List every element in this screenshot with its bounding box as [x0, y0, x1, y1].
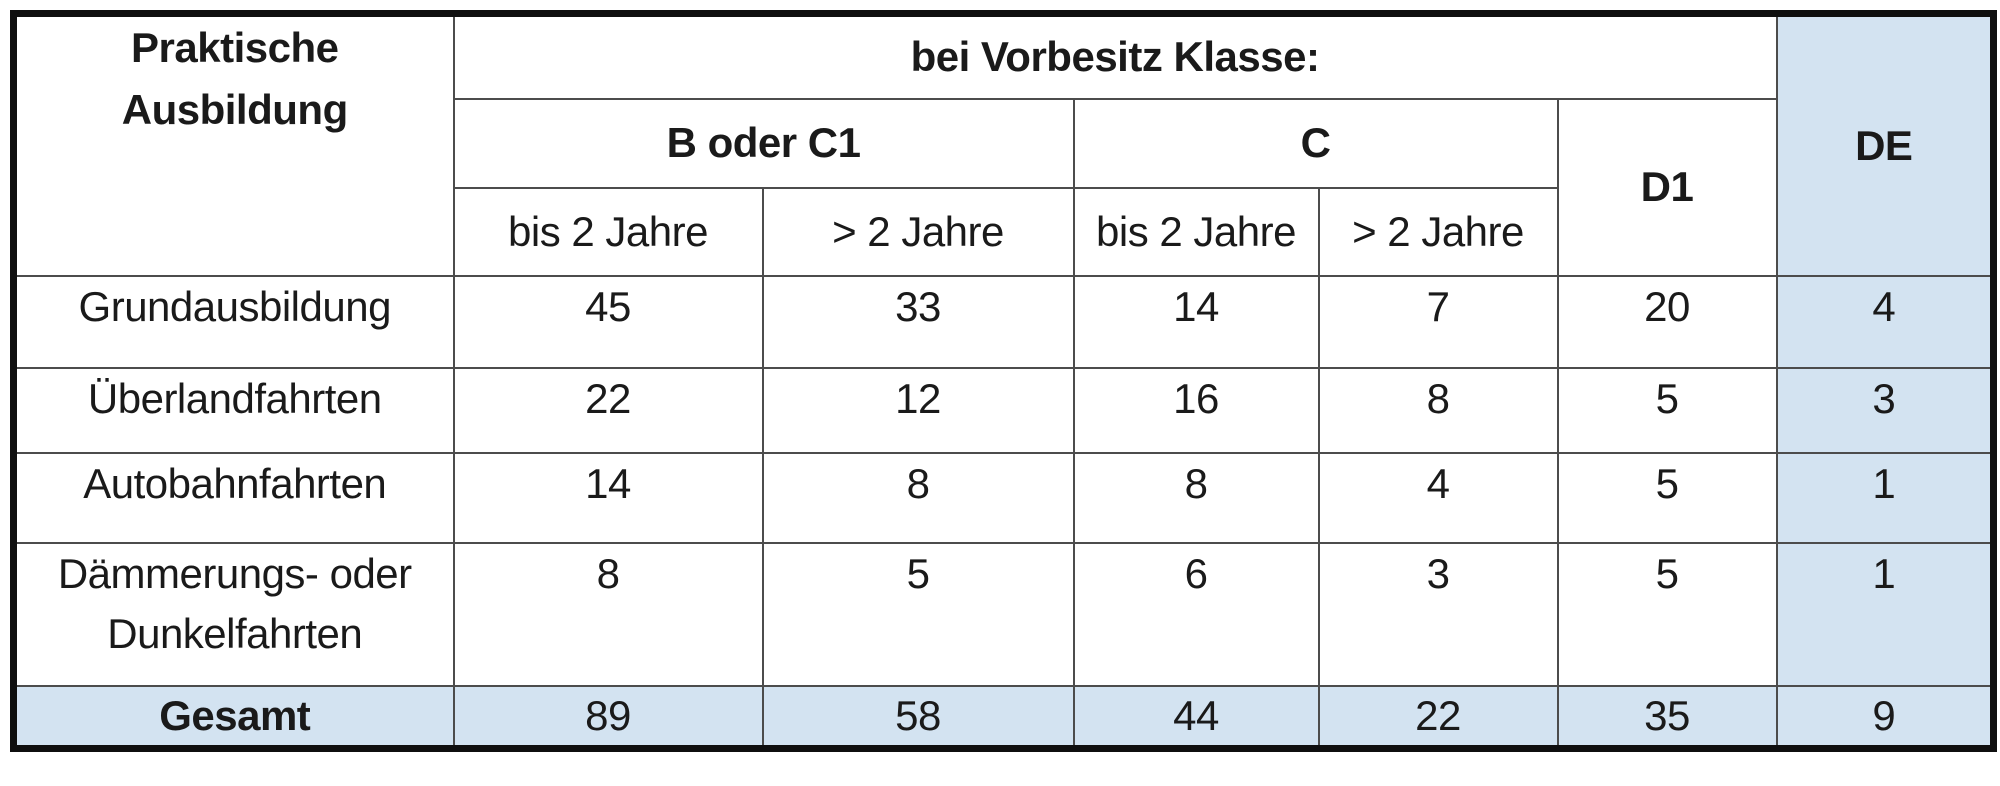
- col-group-b-c1: B oder C1: [452, 97, 1075, 189]
- total-cell-value: 35: [1556, 684, 1778, 750]
- subheader-c-bis-2-jahre: bis 2 Jahre: [1072, 186, 1320, 277]
- cell-value-de: 4: [1775, 274, 1995, 369]
- header-row-group: Praktische Ausbildung bei Vorbesitz Klas…: [12, 12, 1995, 277]
- subheader-b-ueber-2-jahre: > 2 Jahre: [761, 186, 1075, 277]
- cell-value: 4: [1317, 451, 1559, 544]
- corner-header: Praktische Ausbildung: [12, 12, 455, 277]
- table-row-gesamt: Gesamt 89 58 44 22 35 9: [12, 684, 1995, 750]
- cell-value: 7: [1317, 274, 1559, 369]
- total-cell-value: 44: [1072, 684, 1320, 750]
- table-row-daemmerungsfahrten: Dämmerungs- oder Dunkelfahrten 8 5 6 3 5…: [12, 541, 1995, 687]
- row-label: Dämmerungs- oder Dunkelfahrten: [12, 541, 455, 687]
- table-row-grundausbildung: Grundausbildung 45 33 14 7 20 4: [12, 274, 1995, 369]
- cell-value-de: 1: [1775, 451, 1995, 544]
- corner-header-line1: Praktische: [131, 24, 339, 71]
- col-header-d1: D1: [1556, 97, 1778, 277]
- cell-value: 14: [452, 451, 764, 544]
- table-row-ueberlandfahrten: Überlandfahrten 22 12 16 8 5 3: [12, 366, 1995, 454]
- total-row-label: Gesamt: [12, 684, 455, 750]
- header-row-subcolumns: bis 2 Jahre > 2 Jahre bis 2 Jahre > 2 Ja…: [14, 186, 1994, 277]
- cell-value: 8: [761, 451, 1075, 544]
- cell-value: 12: [761, 366, 1075, 454]
- cell-value: 3: [1317, 541, 1559, 687]
- cell-value: 33: [761, 274, 1075, 369]
- cell-value-de: 1: [1775, 541, 1995, 687]
- subheader-b-bis-2-jahre: bis 2 Jahre: [452, 186, 764, 277]
- cell-value: 5: [1556, 451, 1778, 544]
- cell-value: 14: [1072, 274, 1320, 369]
- cell-value: 5: [1556, 541, 1778, 687]
- table-container: Praktische Ausbildung bei Vorbesitz Klas…: [10, 10, 1998, 752]
- cell-value: 45: [452, 274, 764, 369]
- cell-value: 22: [452, 366, 764, 454]
- table-row-autobahnfahrten: Autobahnfahrten 14 8 8 4 5 1: [12, 451, 1995, 544]
- total-cell-value-de: 9: [1775, 684, 1995, 750]
- cell-value: 8: [1072, 451, 1320, 544]
- cell-value: 5: [761, 541, 1075, 687]
- row-label: Grundausbildung: [12, 274, 455, 369]
- total-cell-value: 58: [761, 684, 1075, 750]
- corner-header-line2: Ausbildung: [121, 86, 348, 133]
- total-cell-value: 22: [1317, 684, 1559, 750]
- row-label: Überlandfahrten: [12, 366, 455, 454]
- cell-value: 5: [1556, 366, 1778, 454]
- row-label: Autobahnfahrten: [12, 451, 455, 544]
- header-row-classes: B oder C1 C D1: [14, 97, 1994, 277]
- cell-value-de: 3: [1775, 366, 1995, 454]
- ausbildung-table: Praktische Ausbildung bei Vorbesitz Klas…: [10, 10, 1998, 752]
- cell-value: 8: [1317, 366, 1559, 454]
- subheader-c-ueber-2-jahre: > 2 Jahre: [1317, 186, 1559, 277]
- group-header-vorbesitz: bei Vorbesitz Klasse:: [452, 12, 1778, 100]
- cell-value: 20: [1556, 274, 1778, 369]
- cell-value: 6: [1072, 541, 1320, 687]
- cell-value: 8: [452, 541, 764, 687]
- cell-value: 16: [1072, 366, 1320, 454]
- col-group-c: C: [1072, 97, 1559, 189]
- total-cell-value: 89: [452, 684, 764, 750]
- col-header-de: DE: [1775, 12, 1995, 277]
